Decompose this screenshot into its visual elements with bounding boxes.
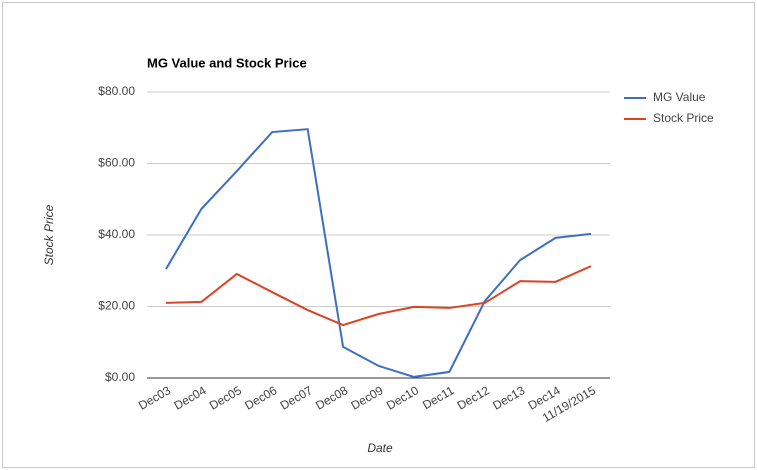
chart-title: MG Value and Stock Price: [147, 55, 307, 70]
legend-label: MG Value: [653, 90, 706, 104]
y-tick-label: $0.00: [105, 370, 135, 384]
y-tick-label: $60.00: [98, 156, 135, 170]
y-tick-label: $80.00: [98, 84, 135, 98]
data-line: [165, 265, 592, 327]
data-line: [165, 128, 592, 378]
y-axis-title: Stock Price: [42, 204, 56, 265]
legend-label: Stock Price: [653, 111, 714, 125]
x-axis-title: Date: [367, 441, 393, 455]
y-tick-label: $40.00: [98, 227, 135, 241]
y-tick-label: $20.00: [98, 299, 135, 313]
